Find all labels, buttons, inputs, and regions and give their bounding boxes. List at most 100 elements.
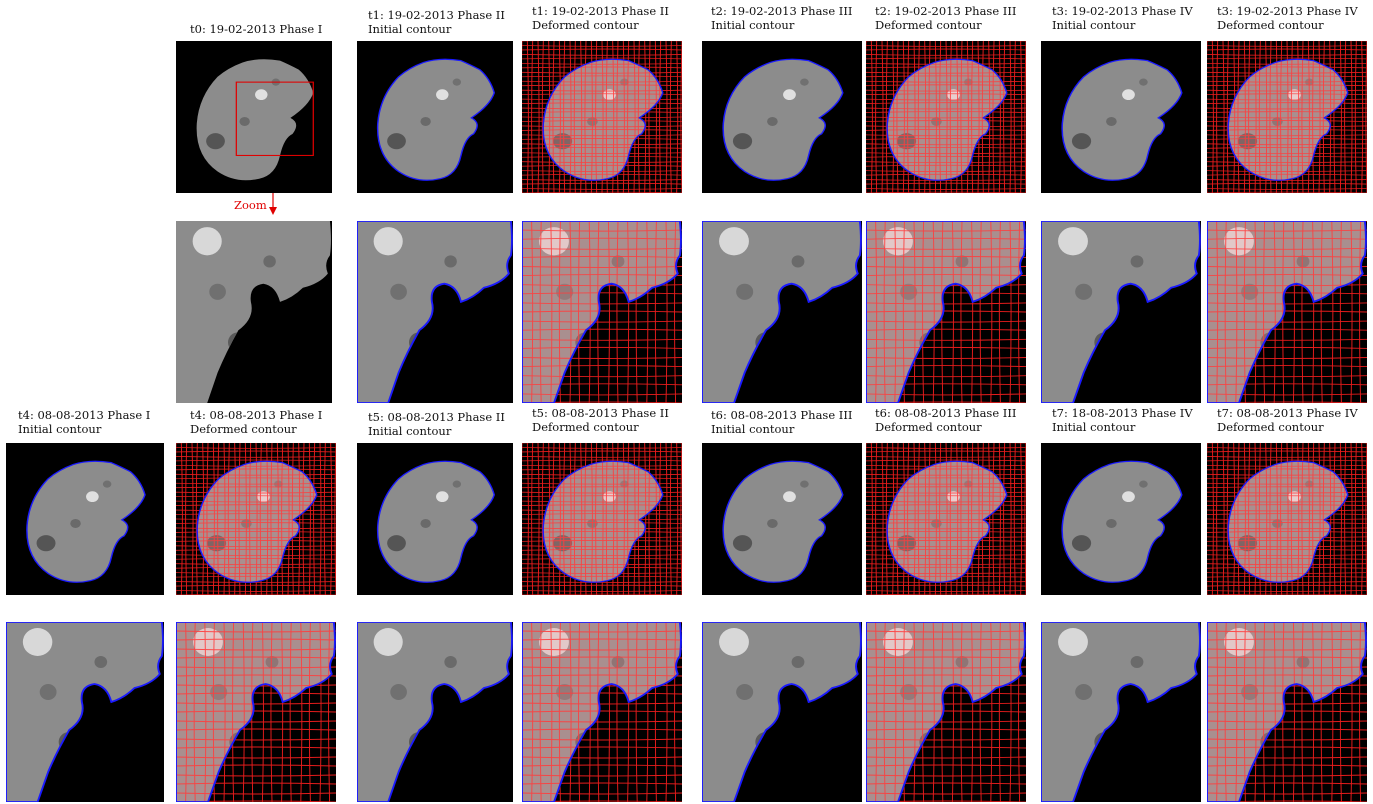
- panel-t6-initial-zoom: [702, 622, 862, 802]
- liver-contour: [1061, 460, 1183, 583]
- liver-region: [723, 59, 843, 181]
- liver-region: [723, 461, 843, 583]
- liver-region: [522, 221, 681, 403]
- liver-contour: [26, 460, 146, 583]
- liver-region: [176, 622, 335, 802]
- liver-region: [357, 221, 512, 403]
- deformation-grid: [866, 622, 1026, 802]
- liver-contour: [522, 622, 682, 802]
- liver-region: [702, 622, 861, 802]
- panel-t2-deformed: [866, 41, 1026, 193]
- liver-contour: [542, 58, 664, 181]
- zoom-box: [235, 81, 314, 156]
- panel-t1-initial: [357, 41, 513, 193]
- liver-contour: [886, 58, 1008, 181]
- deformation-grid: [866, 443, 1026, 595]
- liver-contour: [866, 622, 1026, 802]
- liver-contour: [376, 58, 496, 181]
- panel-t6-deformed: [866, 443, 1026, 595]
- caption-t2-initial: t2: 19-02-2013 Phase III Initial contour: [711, 4, 853, 32]
- liver-contour: [866, 221, 1026, 403]
- deformation-grid: [1207, 221, 1367, 403]
- caption-t3-initial: t3: 19-02-2013 Phase IV Initial contour: [1052, 4, 1193, 32]
- panel-t1-deformed: [522, 41, 682, 193]
- liver-contour: [702, 221, 862, 403]
- caption-t3-deformed: t3: 19-02-2013 Phase IV Deformed contour: [1217, 4, 1358, 32]
- panel-t2-initial-zoom: [702, 221, 862, 403]
- panel-t2-initial: [702, 41, 862, 193]
- panel-t4-deformed: [176, 443, 336, 595]
- panel-t5-initial-zoom: [357, 622, 513, 802]
- deformation-grid: [1207, 443, 1367, 595]
- deformation-grid: [522, 221, 682, 403]
- liver-contour: [722, 58, 844, 181]
- liver-region: [196, 59, 314, 181]
- liver-region: [1207, 221, 1366, 403]
- panel-t5-initial: [357, 443, 513, 595]
- liver-contour: [722, 460, 844, 583]
- deformation-grid: [866, 41, 1026, 193]
- liver-contour: [176, 622, 336, 802]
- liver-contour: [1207, 622, 1367, 802]
- liver-contour: [886, 460, 1008, 583]
- caption-t0: t0: 19-02-2013 Phase I: [190, 22, 323, 36]
- panel-t4-deformed-zoom: [176, 622, 336, 802]
- liver-region: [377, 461, 495, 583]
- liver-contour: [542, 460, 664, 583]
- liver-contour: [6, 622, 164, 802]
- panel-t5-deformed: [522, 443, 682, 595]
- zoom-label: Zoom: [234, 198, 267, 212]
- liver-contour: [357, 221, 513, 403]
- caption-t4-deformed: t4: 08-08-2013 Phase I Deformed contour: [190, 408, 323, 436]
- liver-region: [1207, 622, 1366, 802]
- liver-region: [357, 622, 512, 802]
- liver-region: [26, 461, 146, 583]
- deformation-grid: [866, 221, 1026, 403]
- liver-region: [1041, 622, 1200, 802]
- caption-t7-initial: t7: 18-08-2013 Phase IV Initial contour: [1052, 406, 1193, 434]
- liver-region: [522, 622, 681, 802]
- panel-t2-deformed-zoom: [866, 221, 1026, 403]
- panel-t7-initial-zoom: [1041, 622, 1201, 802]
- panel-t6-initial: [702, 443, 862, 595]
- panel-t7-deformed-zoom: [1207, 622, 1367, 802]
- liver-contour: [1041, 622, 1201, 802]
- liver-contour: [1041, 221, 1201, 403]
- deformation-grid: [176, 443, 336, 595]
- liver-region: [377, 59, 495, 181]
- liver-contour: [376, 460, 496, 583]
- liver-region: [866, 221, 1025, 403]
- panel-t6-deformed-zoom: [866, 622, 1026, 802]
- deformation-grid: [522, 443, 682, 595]
- liver-region: [176, 221, 331, 403]
- liver-contour: [1207, 221, 1367, 403]
- deformation-grid: [176, 622, 336, 802]
- panel-t1-deformed-zoom: [522, 221, 682, 403]
- liver-contour: [1227, 58, 1349, 181]
- caption-t5-initial: t5: 08-08-2013 Phase II Initial contour: [368, 410, 505, 438]
- panel-t3-initial-zoom: [1041, 221, 1201, 403]
- liver-region: [866, 622, 1025, 802]
- caption-t6-initial: t6: 08-08-2013 Phase III Initial contour: [711, 408, 853, 436]
- panel-t7-deformed: [1207, 443, 1367, 595]
- liver-contour: [522, 221, 682, 403]
- deformation-grid: [1207, 622, 1367, 802]
- panel-t4-initial-zoom: [6, 622, 164, 802]
- panel-t0-zoom: [176, 221, 332, 403]
- panel-t5-deformed-zoom: [522, 622, 682, 802]
- liver-contour: [1227, 460, 1349, 583]
- panel-t3-deformed: [1207, 41, 1367, 193]
- liver-region: [1041, 221, 1200, 403]
- panel-t4-initial: [6, 443, 164, 595]
- panel-t3-deformed-zoom: [1207, 221, 1367, 403]
- liver-region: [702, 221, 861, 403]
- caption-t4-initial: t4: 08-08-2013 Phase I Initial contour: [18, 408, 151, 436]
- caption-t7-deformed: t7: 08-08-2013 Phase IV Deformed contour: [1217, 406, 1358, 434]
- deformation-grid: [522, 622, 682, 802]
- liver-region: [6, 622, 163, 802]
- panel-t7-initial: [1041, 443, 1201, 595]
- liver-contour: [702, 622, 862, 802]
- panel-t1-initial-zoom: [357, 221, 513, 403]
- liver-contour: [357, 622, 513, 802]
- liver-contour: [1061, 58, 1183, 181]
